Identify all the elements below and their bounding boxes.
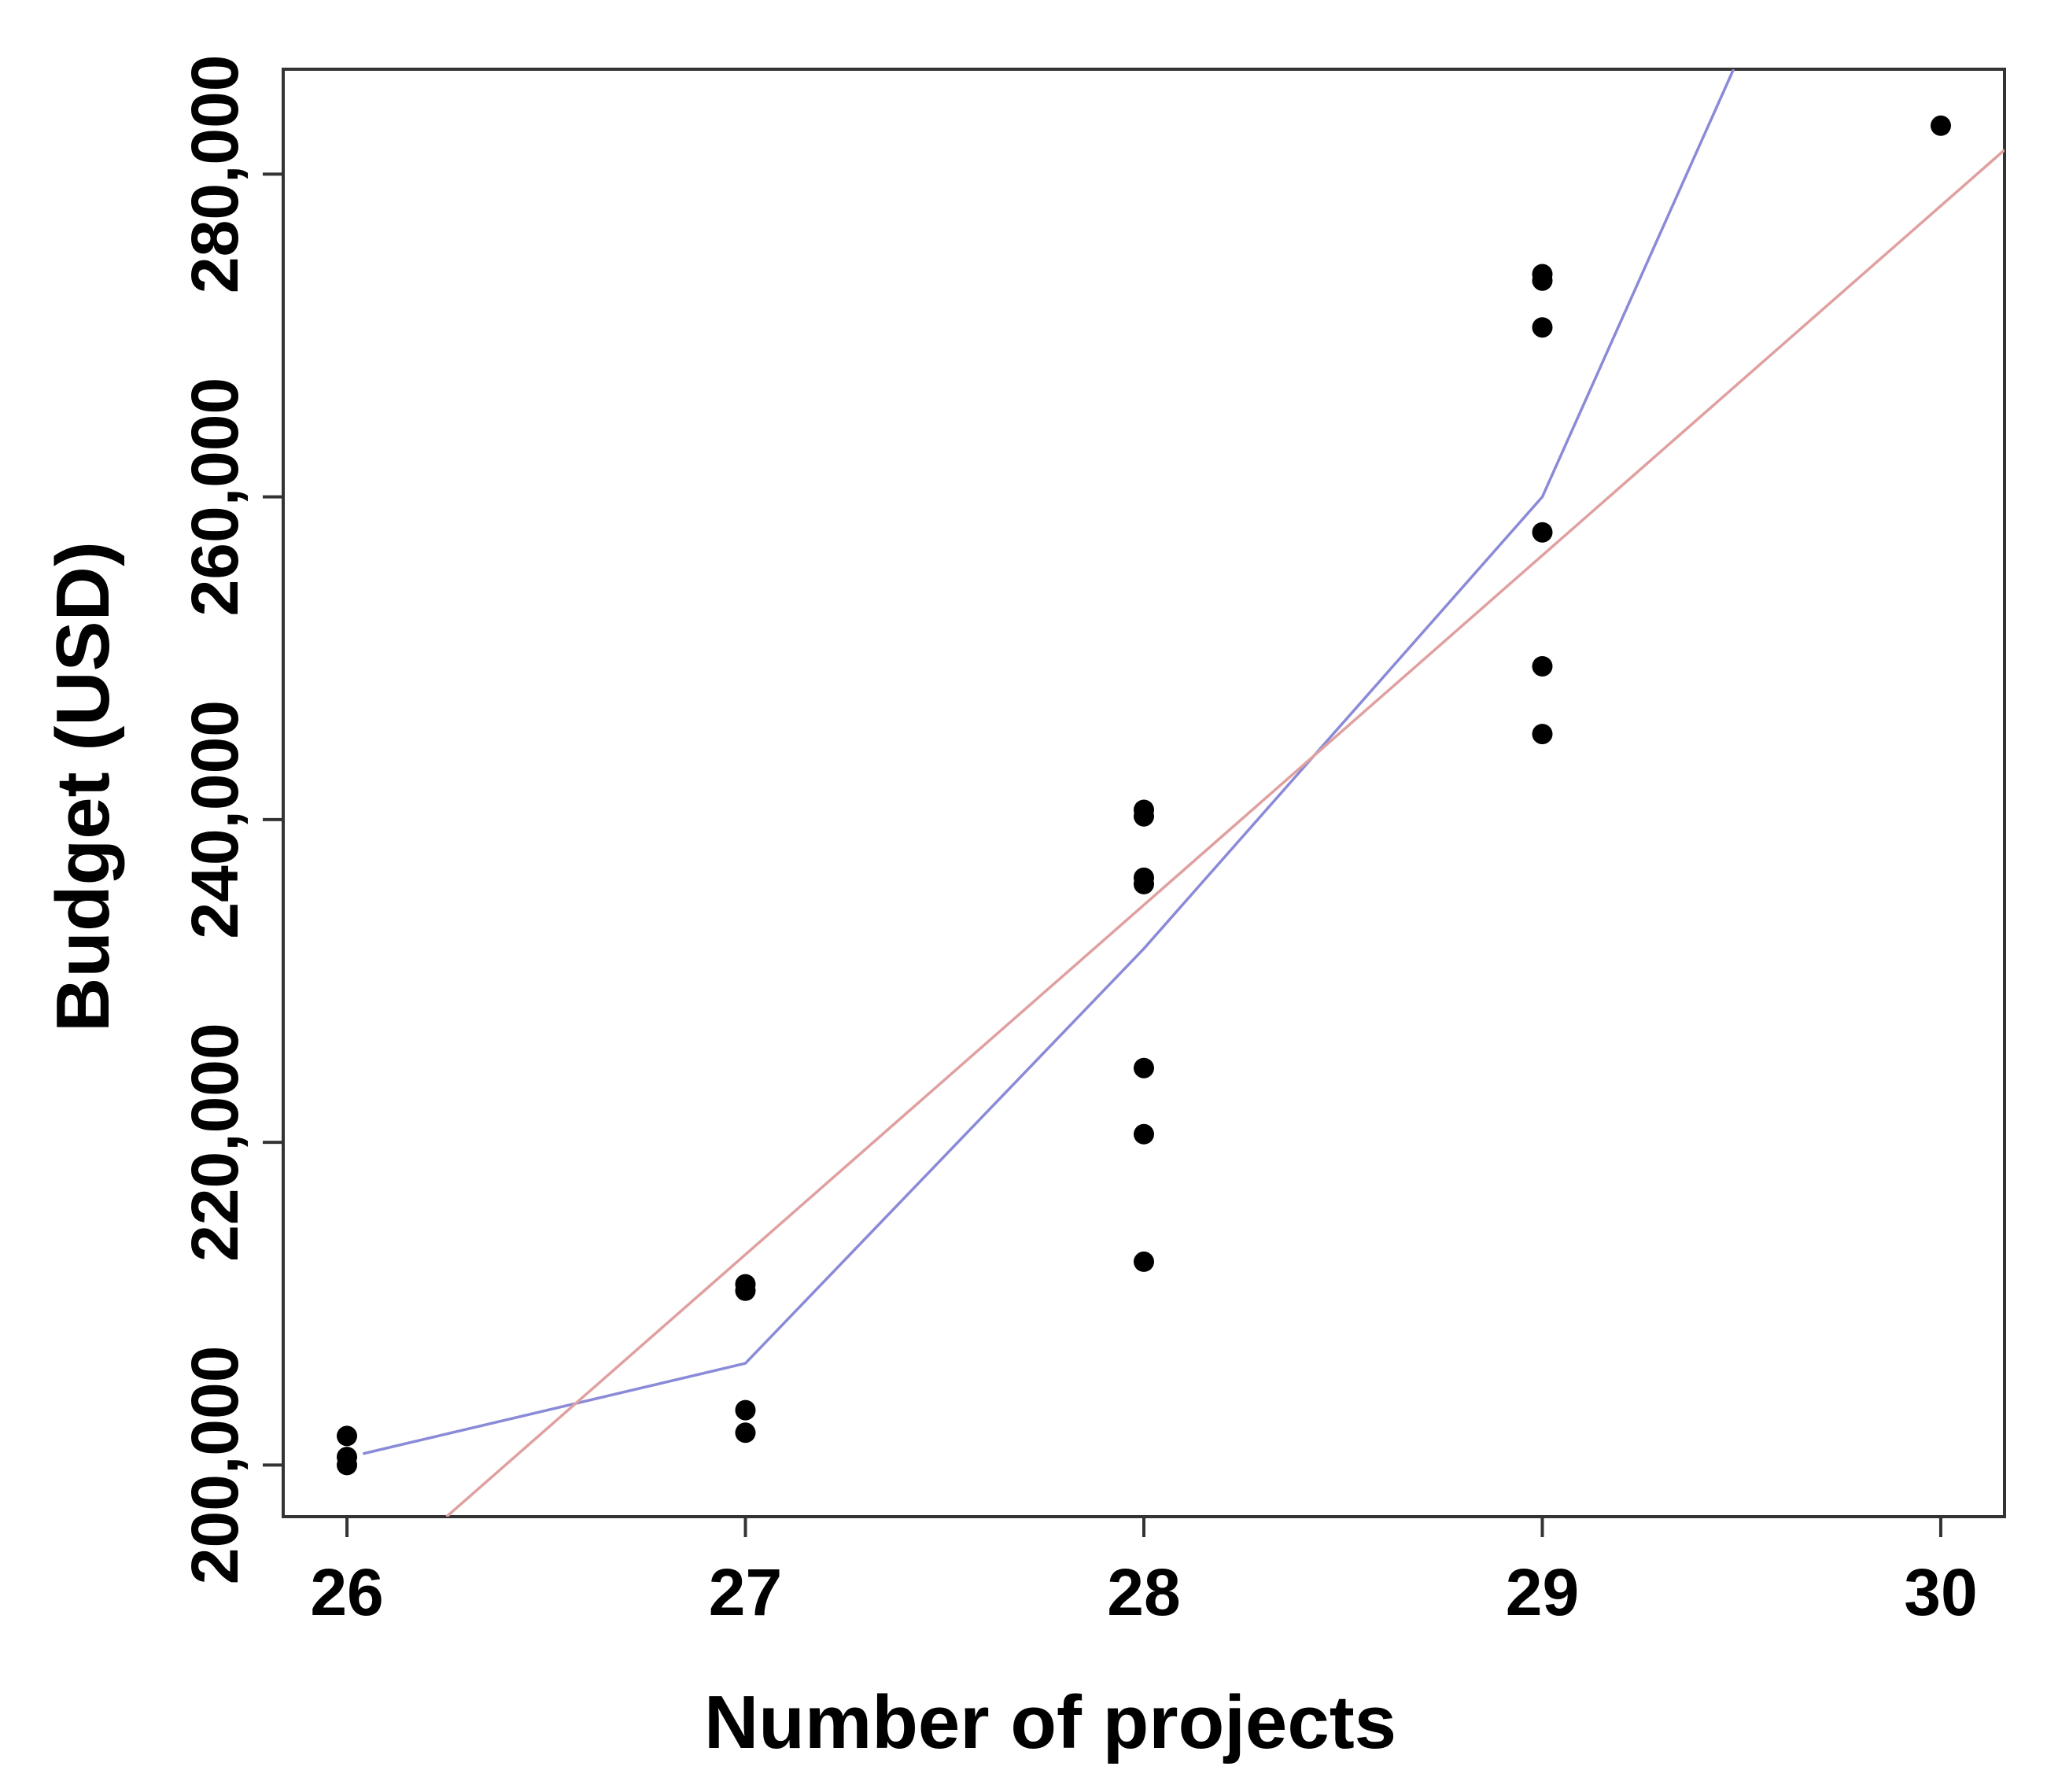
x-tick-label: 30 <box>1904 1555 1977 1629</box>
y-tick-label: 260,000 <box>178 378 252 617</box>
fit-line-2 <box>445 149 2005 1517</box>
x-tick-label: 28 <box>1107 1555 1180 1629</box>
y-tick-label: 240,000 <box>178 700 252 939</box>
data-point <box>1532 317 1553 338</box>
x-axis-title: Number of projects <box>704 1680 1396 1764</box>
data-point <box>337 1455 357 1476</box>
fit-lines <box>362 69 2005 1517</box>
data-point <box>1134 1123 1154 1145</box>
data-point <box>1134 1251 1154 1272</box>
data-point <box>735 1422 756 1444</box>
data-point <box>1134 1057 1154 1079</box>
y-axis-title: Budget (USD) <box>41 541 125 1032</box>
data-point <box>337 1425 357 1447</box>
data-point <box>735 1280 756 1301</box>
data-point <box>1532 656 1553 677</box>
y-tick-label: 280,000 <box>178 54 252 293</box>
data-point <box>1532 522 1553 543</box>
x-tick-label: 29 <box>1506 1555 1579 1629</box>
y-axis: 200,000 220,000 240,000 260,000 280,000 <box>178 54 283 1584</box>
data-point <box>1532 270 1553 291</box>
x-tick-label: 27 <box>709 1555 782 1629</box>
data-point <box>735 1399 756 1421</box>
data-point <box>1134 806 1154 827</box>
x-tick-label: 26 <box>310 1555 383 1629</box>
plot-frame <box>282 68 2006 1518</box>
data-point <box>1931 115 1951 136</box>
data-point <box>1134 873 1154 894</box>
fit-line-1 <box>362 69 1735 1455</box>
data-point <box>1532 724 1553 745</box>
y-tick-label: 220,000 <box>178 1023 252 1262</box>
data-points <box>337 115 1951 1476</box>
y-tick-label: 200,000 <box>178 1346 252 1585</box>
x-axis: 26 27 28 29 30 <box>310 1517 1978 1629</box>
